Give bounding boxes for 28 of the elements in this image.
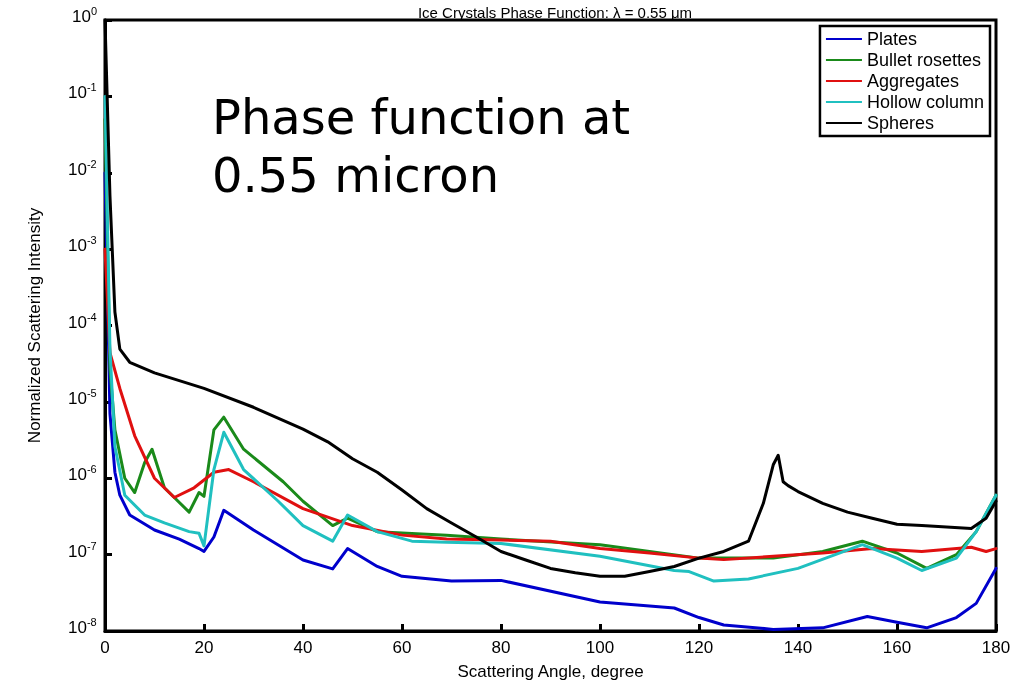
legend-label: Spheres [866, 113, 934, 133]
legend-label: Hollow column [866, 92, 984, 112]
x-tick-label: 0 [100, 638, 110, 657]
x-tick-label: 120 [684, 638, 714, 657]
y-tick-label: 10$^{-8}$ [68, 616, 97, 638]
y-tick-label: 10$^{-3}$ [68, 234, 97, 257]
legend-label: Bullet rosettes [866, 50, 982, 70]
annotation: Phase function at 0.55 micron [212, 89, 631, 203]
y-tick-label: 10$^{-1}$ [68, 81, 97, 104]
x-tick-label: 20 [194, 638, 214, 657]
x-tick-label: 80 [491, 638, 511, 657]
x-axis-title: Scattering Angle, degree [457, 662, 644, 681]
y-tick-label: 10$^{-5}$ [68, 387, 97, 409]
chart-title: Ice Crystals Phase Function: λ = 0.55 μm [417, 4, 693, 21]
x-tick-label: 100 [585, 638, 615, 657]
x-tick-label: 140 [783, 638, 813, 657]
legend-label: Plates [866, 29, 917, 49]
y-tick-label: 10$^{-6}$ [68, 463, 97, 486]
y-tick-label: 10$^{0}$ [72, 5, 98, 27]
x-tick-label: 160 [882, 638, 912, 657]
y-tick-label: 10$^{-2}$ [68, 158, 97, 180]
x-tick-label: 60 [392, 638, 412, 657]
y-axis-title: Normalized Scattering Intensity [25, 207, 44, 444]
x-tick-label: 180 [981, 638, 1011, 657]
legend-label: Aggregates [866, 71, 960, 91]
y-tick-label: 10$^{-4}$ [68, 310, 97, 333]
x-tick-label: 40 [293, 638, 313, 657]
y-tick-label: 10$^{-7}$ [68, 539, 97, 562]
